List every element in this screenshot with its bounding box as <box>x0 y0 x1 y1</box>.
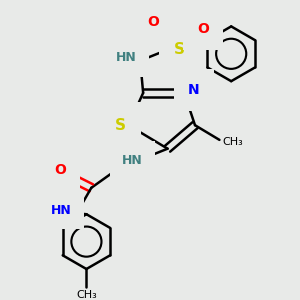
Text: CH₃: CH₃ <box>76 290 97 300</box>
Text: HN: HN <box>122 154 143 167</box>
Text: O: O <box>54 163 66 177</box>
Text: S: S <box>115 118 126 133</box>
Text: HN: HN <box>116 51 137 64</box>
Text: O: O <box>147 14 159 28</box>
Text: O: O <box>197 22 209 36</box>
Text: HN: HN <box>51 204 71 217</box>
Text: S: S <box>174 42 185 57</box>
Text: CH₃: CH₃ <box>223 137 244 147</box>
Text: N: N <box>188 83 200 97</box>
